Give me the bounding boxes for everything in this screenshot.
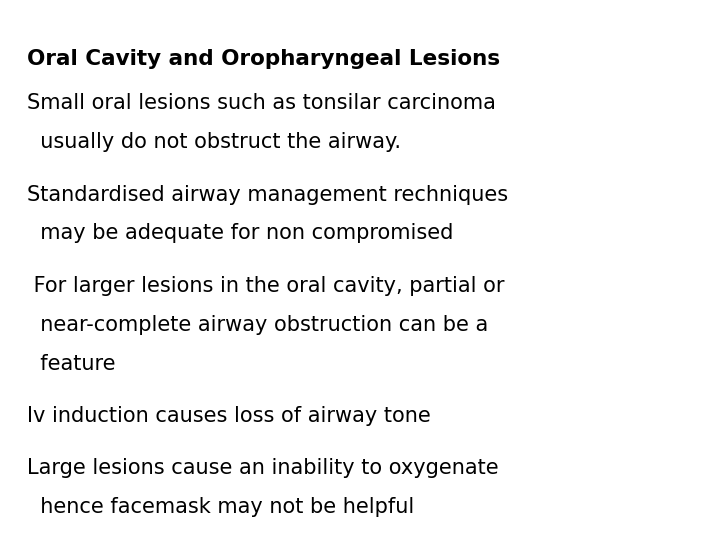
- Text: Standardised airway management rechniques: Standardised airway management rechnique…: [27, 185, 508, 205]
- Text: may be adequate for non compromised: may be adequate for non compromised: [27, 224, 454, 244]
- Text: Oral Cavity and Oropharyngeal Lesions: Oral Cavity and Oropharyngeal Lesions: [27, 49, 500, 69]
- Text: feature: feature: [27, 354, 116, 374]
- Text: near-complete airway obstruction can be a: near-complete airway obstruction can be …: [27, 315, 489, 335]
- Text: Large lesions cause an inability to oxygenate: Large lesions cause an inability to oxyg…: [27, 458, 499, 478]
- Text: Small oral lesions such as tonsilar carcinoma: Small oral lesions such as tonsilar carc…: [27, 93, 496, 113]
- Text: For larger lesions in the oral cavity, partial or: For larger lesions in the oral cavity, p…: [27, 276, 505, 296]
- Text: Iv induction causes loss of airway tone: Iv induction causes loss of airway tone: [27, 406, 431, 426]
- Text: hence facemask may not be helpful: hence facemask may not be helpful: [27, 497, 415, 517]
- Text: usually do not obstruct the airway.: usually do not obstruct the airway.: [27, 132, 401, 152]
